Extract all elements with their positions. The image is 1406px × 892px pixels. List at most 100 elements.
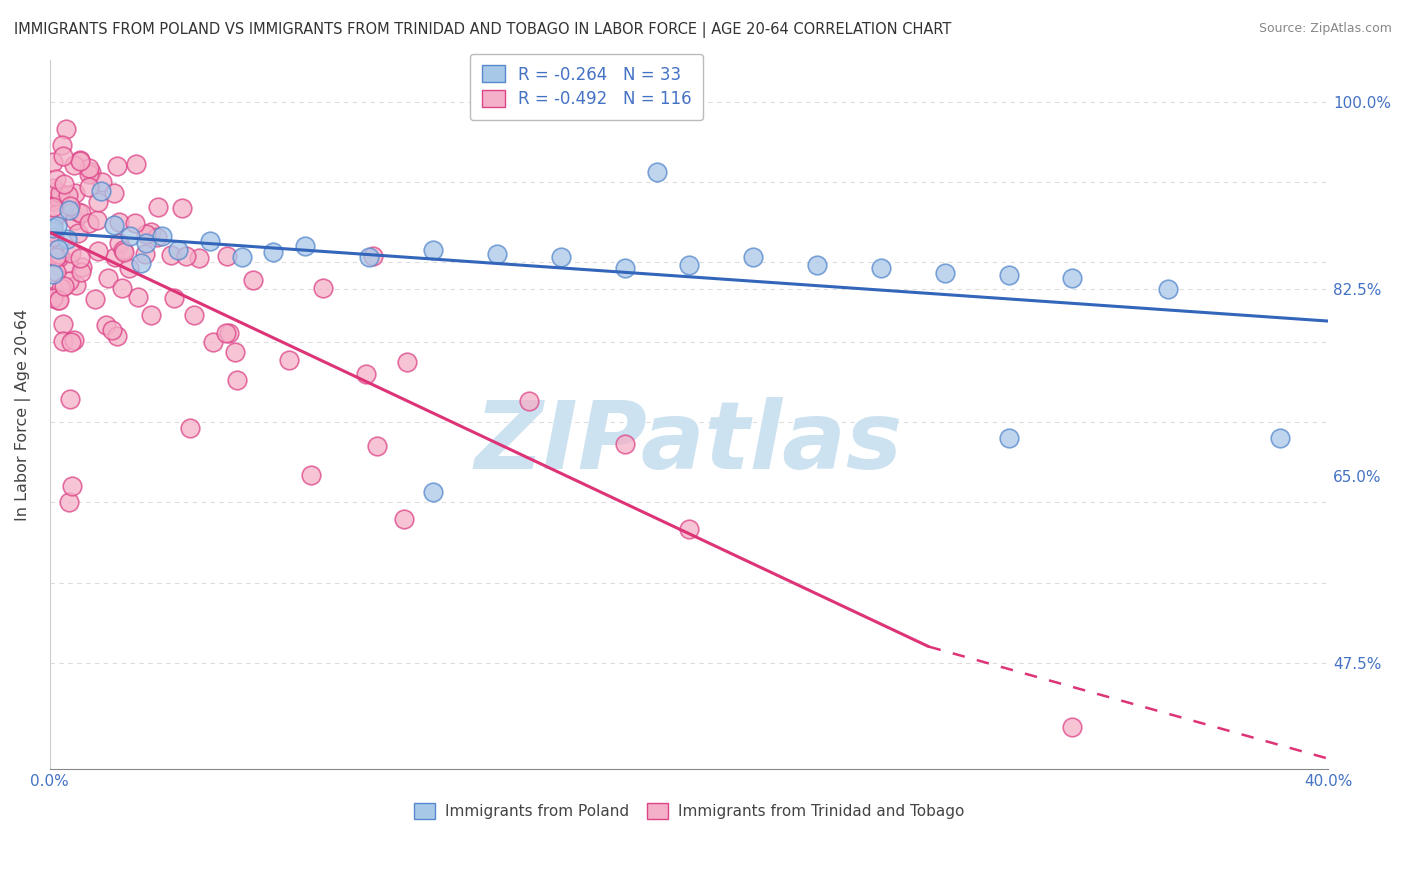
Point <box>48 250 70 264</box>
Point <box>124 216 146 230</box>
Point <box>201 334 224 349</box>
Point <box>550 250 572 264</box>
Point <box>89 184 111 198</box>
Point <box>69 252 91 266</box>
Point <box>45 207 67 221</box>
Point <box>160 247 183 261</box>
Text: Source: ZipAtlas.com: Source: ZipAtlas.com <box>1258 22 1392 36</box>
Point <box>172 202 194 216</box>
Point <box>42 268 65 282</box>
Point <box>934 266 956 280</box>
Point <box>614 437 637 451</box>
Point <box>1062 271 1084 285</box>
Point <box>87 244 110 258</box>
Point <box>59 199 82 213</box>
Point <box>48 293 70 307</box>
Y-axis label: In Labor Force | Age 20-64: In Labor Force | Age 20-64 <box>15 309 31 521</box>
Point <box>52 149 75 163</box>
Point <box>225 373 247 387</box>
Point <box>1157 282 1180 296</box>
Point <box>84 292 107 306</box>
Point <box>124 156 146 170</box>
Point <box>80 164 103 178</box>
Point <box>45 250 67 264</box>
Point <box>87 194 110 209</box>
Point <box>1062 720 1084 734</box>
Point <box>361 249 384 263</box>
Point <box>179 421 201 435</box>
Point <box>118 228 141 243</box>
Point <box>42 230 65 244</box>
Point <box>59 334 82 349</box>
Point <box>103 218 125 232</box>
Point <box>79 167 101 181</box>
Point <box>52 317 75 331</box>
Point <box>49 280 72 294</box>
Point <box>111 243 134 257</box>
Point <box>311 281 333 295</box>
Point <box>77 216 100 230</box>
Point <box>42 154 65 169</box>
Point <box>86 213 108 227</box>
Point <box>55 231 77 245</box>
Point <box>53 279 76 293</box>
Point <box>118 260 141 275</box>
Point <box>422 484 444 499</box>
Point <box>997 268 1019 282</box>
Point <box>299 467 322 482</box>
Point <box>1270 432 1292 446</box>
Point <box>63 334 86 348</box>
Point <box>294 239 316 253</box>
Point <box>48 246 70 260</box>
Point <box>104 251 127 265</box>
Point <box>46 242 69 256</box>
Point <box>806 258 828 272</box>
Point <box>174 249 197 263</box>
Point <box>242 273 264 287</box>
Point <box>678 258 700 272</box>
Point <box>48 293 70 307</box>
Point <box>58 274 80 288</box>
Point <box>166 243 188 257</box>
Point <box>359 250 381 264</box>
Point <box>741 250 763 264</box>
Point <box>69 265 91 279</box>
Point <box>42 289 65 303</box>
Point <box>183 309 205 323</box>
Point <box>614 260 637 275</box>
Point <box>58 495 80 509</box>
Point <box>52 177 75 191</box>
Point <box>645 164 668 178</box>
Point <box>63 186 86 200</box>
Point <box>55 122 77 136</box>
Point <box>94 318 117 332</box>
Point <box>215 249 238 263</box>
Point <box>67 205 90 219</box>
Point <box>129 256 152 270</box>
Point <box>486 247 509 261</box>
Point <box>146 230 169 244</box>
Point <box>49 186 72 201</box>
Point <box>100 323 122 337</box>
Point <box>65 277 87 292</box>
Point <box>91 175 114 189</box>
Point <box>278 352 301 367</box>
Point <box>224 345 246 359</box>
Point <box>218 326 240 341</box>
Point <box>70 260 93 274</box>
Point <box>105 159 128 173</box>
Point <box>42 228 65 243</box>
Point <box>51 138 73 153</box>
Point <box>215 326 238 340</box>
Point <box>517 394 540 409</box>
Point <box>263 244 285 259</box>
Point <box>45 265 67 279</box>
Point <box>678 522 700 536</box>
Point <box>42 225 65 239</box>
Point <box>108 215 131 229</box>
Point <box>69 153 91 167</box>
Text: ZIPatlas: ZIPatlas <box>475 397 903 489</box>
Point <box>869 260 891 275</box>
Point <box>42 200 65 214</box>
Point <box>134 247 156 261</box>
